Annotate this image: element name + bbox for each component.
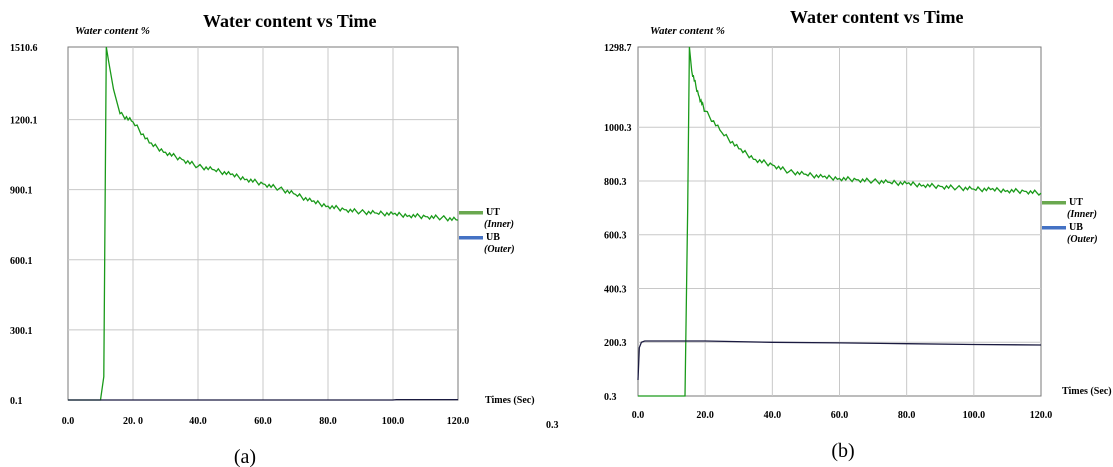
x-tick-label: 120.0 xyxy=(1030,410,1053,421)
legend-label: UT xyxy=(1069,197,1083,208)
y-axis-label: Water content % xyxy=(650,25,725,37)
x-axis-label: Times (Sec) xyxy=(1062,386,1112,397)
y-tick-label: 600.3 xyxy=(604,231,627,242)
y-tick-label: 800.3 xyxy=(604,177,627,188)
x-tick-label: 0.0 xyxy=(632,410,645,421)
x-tick-label: 80.0 xyxy=(319,416,337,427)
chart-title: Water content vs Time xyxy=(203,11,377,31)
x-tick-label: 20. 0 xyxy=(123,416,143,427)
chart-title: Water content vs Time xyxy=(790,7,964,27)
x-tick-label: 80.0 xyxy=(898,410,916,421)
legend-sublabel: (Inner) xyxy=(1067,209,1097,220)
x-tick-label: 100.0 xyxy=(382,416,405,427)
legend-swatch xyxy=(1042,226,1066,230)
legend-swatch xyxy=(1042,201,1066,205)
legend-label: UB xyxy=(1069,222,1083,233)
y-tick-label: 300.1 xyxy=(10,326,33,337)
chart-panel-b: Water content vs Time Water content % Ti… xyxy=(604,7,1112,462)
legend-sublabel: (Inner) xyxy=(484,219,514,230)
chart-panel-a: Water content vs Time Water content % Ti… xyxy=(10,11,559,467)
panel-caption: (b) xyxy=(831,440,854,462)
x-tick-label: 40.0 xyxy=(764,410,782,421)
x-axis-label: Times (Sec) xyxy=(485,395,535,406)
legend-sublabel: (Outer) xyxy=(484,244,515,255)
y-tick-label: 400.3 xyxy=(604,284,627,295)
legend-swatch xyxy=(459,211,483,215)
y-tick-label: 0.1 xyxy=(10,396,23,407)
legend-swatch xyxy=(459,236,483,240)
y-tick-label: 200.3 xyxy=(604,338,627,349)
x-tick-label: 20.0 xyxy=(696,410,714,421)
y-tick-label: 600.1 xyxy=(10,256,33,267)
series-line-ut xyxy=(68,46,459,401)
panel-caption: (a) xyxy=(234,446,256,467)
legend-label: UT xyxy=(486,207,500,218)
series-line-ut xyxy=(638,46,1042,397)
legend-sublabel: (Outer) xyxy=(1067,234,1098,245)
x-tick-label: 60.0 xyxy=(254,416,272,427)
y-tick-label: 0.3 xyxy=(604,392,617,403)
y-tick-label: 1200.1 xyxy=(10,116,38,127)
x-tick-label: 0.0 xyxy=(62,416,75,427)
legend-label: UB xyxy=(486,232,500,243)
series-line-ub xyxy=(637,340,1042,381)
x-tick-label: 40.0 xyxy=(189,416,207,427)
y-tick-label: 900.1 xyxy=(10,186,33,197)
y-axis-label: Water content % xyxy=(75,25,150,37)
x-tick-label: 120.0 xyxy=(447,416,470,427)
y-tick-label: 1000.3 xyxy=(604,123,632,134)
y-tick-label: 1510.6 xyxy=(10,43,38,54)
extra-tick-label: 0.3 xyxy=(546,420,559,431)
x-tick-label: 60.0 xyxy=(831,410,849,421)
x-tick-label: 100.0 xyxy=(963,410,986,421)
y-tick-label: 1298.7 xyxy=(604,43,632,54)
